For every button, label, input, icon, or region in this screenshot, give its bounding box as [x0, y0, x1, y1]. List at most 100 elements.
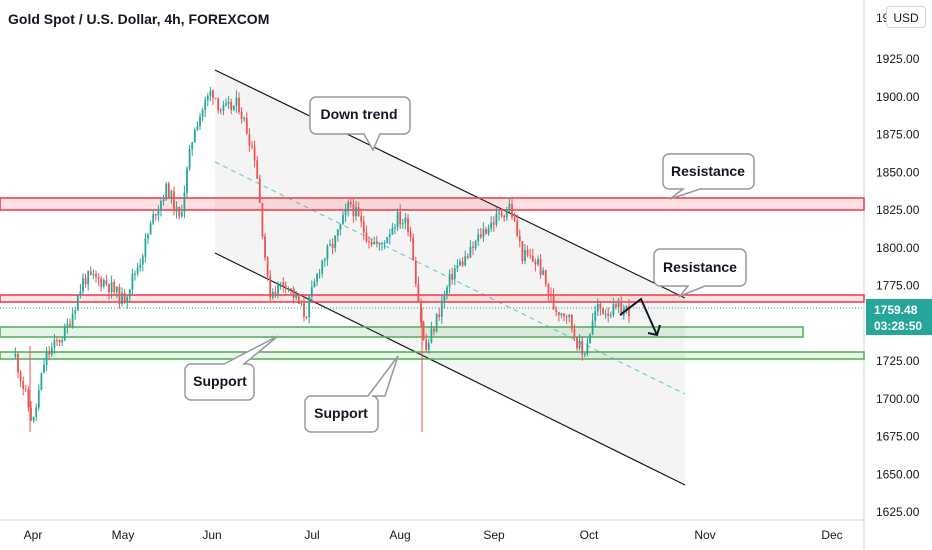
- price-tick-label: 1800.00: [876, 241, 920, 255]
- currency-button[interactable]: USD: [886, 6, 926, 28]
- candle-body: [479, 234, 482, 237]
- candle-body: [602, 308, 604, 315]
- candle-body: [537, 258, 539, 265]
- candle-body: [89, 271, 92, 275]
- candle-body: [443, 294, 446, 303]
- candle-body: [524, 249, 526, 261]
- callout-support-middle[interactable]: Support: [304, 355, 399, 433]
- candle-body: [609, 315, 612, 317]
- candle-body: [282, 282, 285, 286]
- price-axis[interactable]: 1925.00 1900.00 1875.00 1850.00 1825.00 1800.…: [876, 11, 920, 519]
- candle-body: [388, 234, 391, 238]
- candle-body: [74, 310, 77, 314]
- candle-body: [186, 168, 188, 193]
- candle-body: [451, 273, 454, 279]
- price-tick-label: 1775.00: [876, 279, 920, 293]
- candle-body: [277, 282, 279, 295]
- candle-body: [342, 214, 344, 225]
- candle-body: [193, 129, 196, 143]
- candle-body: [157, 209, 160, 216]
- candle-body: [235, 97, 238, 106]
- candle-body: [615, 304, 617, 308]
- callout-resistance-lower[interactable]: Resistance: [653, 248, 747, 298]
- callout-bubble: [184, 335, 279, 401]
- candle-body: [147, 234, 149, 239]
- candle-body: [357, 207, 360, 217]
- candle-body: [485, 229, 487, 234]
- candle-body: [279, 282, 282, 284]
- time-axis[interactable]: Apr May Jun Jul Aug Sep Oct Nov Dec: [24, 528, 843, 542]
- candle-body: [269, 275, 272, 298]
- candle-body: [105, 280, 108, 285]
- candle-body: [32, 416, 35, 421]
- candles[interactable]: [14, 86, 630, 432]
- candle-body: [581, 341, 584, 355]
- candle-body: [258, 178, 261, 204]
- candle-body: [472, 246, 474, 249]
- candle-body: [521, 241, 524, 261]
- callout-label: Down trend: [321, 106, 398, 122]
- candle-body: [48, 351, 51, 355]
- callout-down-trend[interactable]: Down trend: [309, 96, 411, 152]
- last-price-value: 1759.48: [874, 303, 918, 317]
- support-resistance-zones[interactable]: [0, 197, 865, 360]
- candle-body: [563, 313, 565, 317]
- resistance-zone-upper[interactable]: [0, 197, 865, 211]
- projection-arrow[interactable]: [619, 297, 661, 337]
- candle-body: [123, 293, 126, 303]
- candle-body: [329, 244, 331, 246]
- time-tick-label: Oct: [580, 528, 599, 542]
- candle-body: [399, 211, 402, 225]
- candle-body: [76, 294, 79, 311]
- support-zone-lower[interactable]: [0, 351, 865, 360]
- candle-body: [414, 260, 417, 284]
- candle-body: [456, 265, 459, 269]
- candle-body: [300, 303, 303, 305]
- candle-body: [498, 212, 500, 214]
- candle-body: [266, 257, 269, 276]
- candle-body: [188, 149, 191, 169]
- candle-body: [84, 278, 87, 285]
- candle-body: [110, 281, 113, 293]
- callout-bubble: [662, 153, 755, 200]
- candle-body: [349, 202, 352, 205]
- callout-support-left[interactable]: Support: [184, 335, 279, 401]
- time-tick-label: Aug: [389, 528, 410, 542]
- candle-body: [591, 320, 594, 335]
- candle-body: [290, 288, 292, 290]
- resistance-zone-lower[interactable]: [0, 294, 865, 303]
- time-tick-label: May: [112, 528, 135, 542]
- candle-body: [578, 341, 581, 349]
- candle-body: [251, 145, 253, 147]
- candle-body: [370, 241, 373, 245]
- candle-body: [435, 314, 438, 332]
- candle-body: [69, 323, 71, 327]
- time-tick-label: Apr: [24, 528, 43, 542]
- candle-body: [425, 339, 428, 350]
- candle-body: [352, 204, 355, 217]
- candle-body: [199, 116, 201, 127]
- candle-body: [40, 372, 43, 390]
- candle-body: [420, 301, 422, 323]
- candle-body: [347, 202, 350, 210]
- candle-body: [412, 237, 415, 261]
- candle-body: [225, 103, 227, 106]
- candle-body: [326, 245, 329, 260]
- callout-resistance-upper[interactable]: Resistance: [662, 153, 755, 200]
- candle-body: [108, 284, 110, 293]
- candle-body: [17, 354, 19, 373]
- candle-body: [446, 287, 448, 295]
- support-zone-upper[interactable]: [0, 326, 804, 338]
- candle-body: [212, 90, 214, 98]
- candle-body: [570, 314, 573, 329]
- channel-upper-line[interactable]: [214, 69, 686, 299]
- candle-body: [383, 243, 386, 245]
- candle-body: [565, 316, 568, 318]
- candle-body: [37, 389, 40, 408]
- candle-body: [102, 280, 105, 287]
- candle-body: [56, 339, 58, 341]
- candle-body: [407, 217, 409, 232]
- candle-body: [170, 191, 173, 198]
- candle-body: [14, 354, 17, 357]
